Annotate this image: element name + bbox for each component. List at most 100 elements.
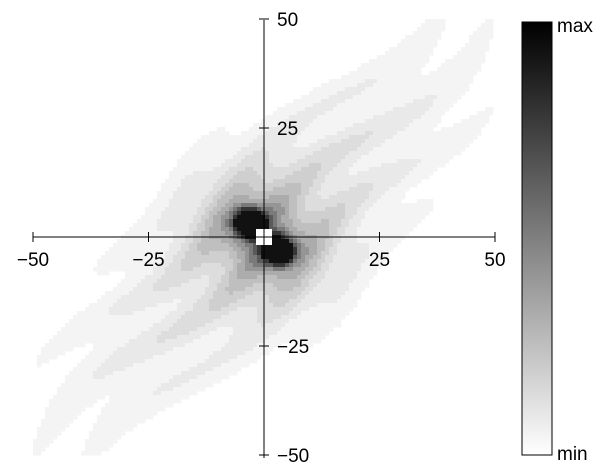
heatmap-cell — [345, 115, 350, 120]
heatmap-cell — [313, 135, 318, 140]
heatmap-cell — [129, 291, 134, 296]
heatmap-cell — [269, 179, 274, 184]
heatmap-cell — [349, 203, 354, 208]
heatmap-cell — [137, 339, 142, 344]
heatmap-cell — [177, 251, 182, 256]
heatmap-cell — [301, 259, 306, 264]
heatmap-cell — [397, 115, 402, 120]
heatmap-cell — [249, 279, 254, 284]
heatmap-cell — [229, 139, 234, 144]
heatmap-cell — [193, 347, 198, 352]
heatmap-cell — [349, 187, 354, 192]
heatmap-cell — [345, 159, 350, 164]
heatmap-cell — [237, 251, 242, 256]
heatmap-cell — [229, 299, 234, 304]
heatmap-cell — [305, 283, 310, 288]
heatmap-cell — [337, 183, 342, 188]
heatmap-cell — [189, 379, 194, 384]
heatmap-cell — [169, 267, 174, 272]
heatmap-cell — [301, 143, 306, 148]
heatmap-cell — [345, 291, 350, 296]
heatmap-cell — [317, 155, 322, 160]
heatmap-cell — [353, 155, 358, 160]
heatmap-cell — [177, 227, 182, 232]
heatmap-cell — [369, 99, 374, 104]
heatmap-cell — [201, 239, 206, 244]
heatmap-cell — [353, 183, 358, 188]
heatmap-cell — [189, 307, 194, 312]
heatmap-cell — [393, 75, 398, 80]
heatmap-cell — [157, 371, 162, 376]
heatmap-cell — [137, 271, 142, 276]
heatmap-cell — [281, 131, 286, 136]
heatmap-cell — [265, 147, 270, 152]
heatmap-cell — [289, 231, 294, 236]
heatmap-cell — [237, 335, 242, 340]
heatmap-cell — [189, 171, 194, 176]
heatmap-cell — [257, 267, 262, 272]
heatmap-cell — [369, 175, 374, 180]
heatmap-cell — [285, 311, 290, 316]
heatmap-cell — [457, 75, 462, 80]
heatmap-cell — [205, 139, 210, 144]
heatmap-cell — [137, 239, 142, 244]
heatmap-cell — [333, 171, 338, 176]
heatmap-cell — [357, 119, 362, 124]
heatmap-cell — [165, 275, 170, 280]
heatmap-cell — [389, 195, 394, 200]
heatmap-cell — [373, 191, 378, 196]
heatmap-cell — [269, 291, 274, 296]
heatmap-cell — [461, 71, 466, 76]
heatmap-cell — [377, 207, 382, 212]
heatmap-cell — [97, 307, 102, 312]
heatmap-cell — [321, 139, 326, 144]
heatmap-cell — [345, 215, 350, 220]
heatmap-cell — [149, 271, 154, 276]
heatmap-cell — [309, 255, 314, 260]
heatmap-cell — [297, 331, 302, 336]
heatmap-cell — [169, 243, 174, 248]
heatmap-cell — [481, 35, 486, 40]
heatmap-cell — [301, 191, 306, 196]
heatmap-cell — [345, 227, 350, 232]
heatmap-cell — [145, 215, 150, 220]
heatmap-cell — [413, 175, 418, 180]
heatmap-cell — [289, 111, 294, 116]
heatmap-cell — [329, 83, 334, 88]
heatmap-cell — [333, 179, 338, 184]
heatmap-cell — [229, 147, 234, 152]
heatmap-cell — [97, 311, 102, 316]
heatmap-cell — [373, 259, 378, 264]
heatmap-cell — [369, 143, 374, 148]
heatmap-cell — [441, 163, 446, 168]
heatmap-cell — [73, 379, 78, 384]
heatmap-cell — [293, 151, 298, 156]
heatmap-cell — [369, 271, 374, 276]
heatmap-field — [33, 19, 494, 456]
heatmap-cell — [245, 195, 250, 200]
heatmap-cell — [449, 139, 454, 144]
heatmap-cell — [233, 199, 238, 204]
heatmap-cell — [253, 135, 258, 140]
heatmap-cell — [481, 119, 486, 124]
heatmap-cell — [157, 351, 162, 356]
heatmap-cell — [333, 119, 338, 124]
heatmap-cell — [169, 307, 174, 312]
heatmap-cell — [145, 283, 150, 288]
heatmap-cell — [357, 95, 362, 100]
heatmap-cell — [273, 179, 278, 184]
heatmap-cell — [193, 143, 198, 148]
heatmap-cell — [457, 147, 462, 152]
heatmap-cell — [129, 387, 134, 392]
heatmap-cell — [133, 307, 138, 312]
heatmap-cell — [397, 147, 402, 152]
heatmap-cell — [197, 343, 202, 348]
heatmap-cell — [225, 155, 230, 160]
heatmap-cell — [437, 19, 442, 24]
heatmap-cell — [413, 167, 418, 172]
heatmap-cell — [229, 271, 234, 276]
heatmap-cell — [365, 111, 370, 116]
heatmap-cell — [209, 179, 214, 184]
heatmap-cell — [281, 271, 286, 276]
heatmap-cell — [249, 231, 254, 236]
